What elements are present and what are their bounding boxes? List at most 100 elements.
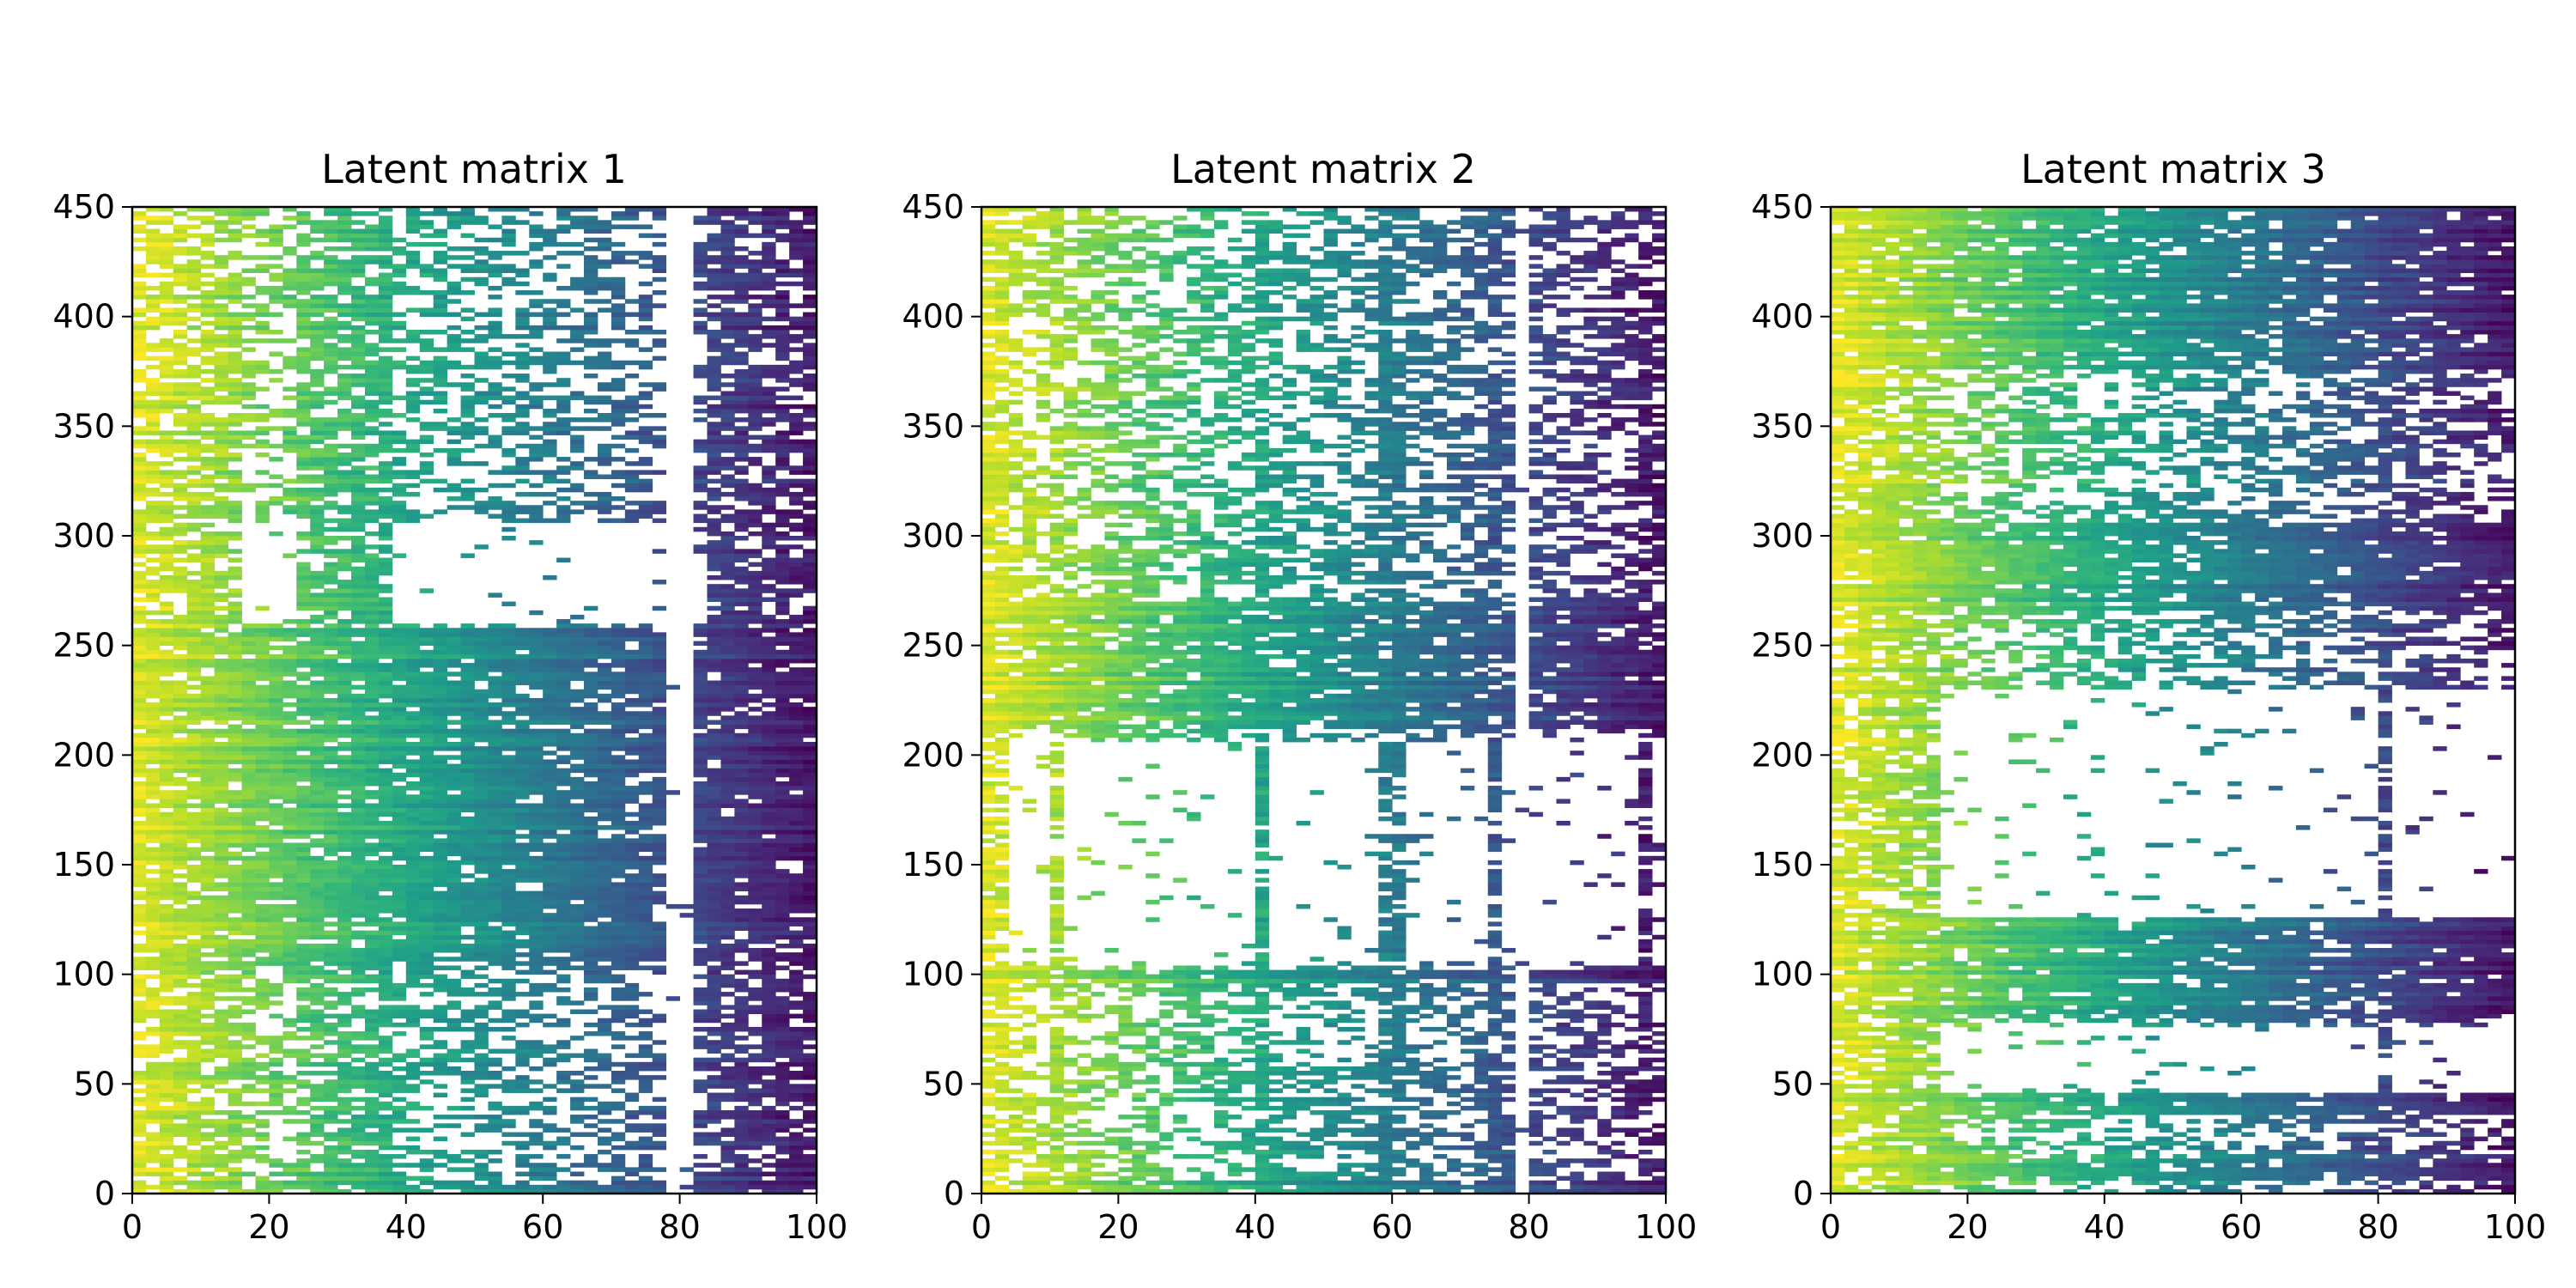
heatmap-cell xyxy=(775,1145,789,1151)
heatmap-cell xyxy=(351,1106,365,1111)
heatmap-cell xyxy=(515,1014,529,1019)
heatmap-cell xyxy=(173,865,187,870)
heatmap-cell xyxy=(406,825,420,830)
heatmap-cell xyxy=(283,825,296,830)
heatmap-cell xyxy=(789,961,803,966)
heatmap-cell xyxy=(720,948,734,953)
heatmap-cell xyxy=(734,856,748,861)
heatmap-cell xyxy=(310,917,324,922)
heatmap-cell xyxy=(296,917,310,922)
heatmap-cell xyxy=(625,882,639,887)
heatmap-cell xyxy=(173,777,187,782)
heatmap-cell xyxy=(146,1110,160,1115)
heatmap-cell xyxy=(625,921,639,927)
heatmap-cell xyxy=(707,799,720,804)
heatmap-cell xyxy=(296,904,310,909)
heatmap-cell xyxy=(556,817,570,822)
heatmap-cell xyxy=(201,794,215,799)
heatmap-cell xyxy=(543,1163,556,1168)
heatmap-cell xyxy=(789,939,803,945)
heatmap-cell xyxy=(611,755,625,760)
heatmap-cell xyxy=(707,1181,720,1186)
heatmap-cell xyxy=(242,834,256,839)
heatmap-cell xyxy=(639,769,653,774)
heatmap-cell xyxy=(570,746,584,751)
heatmap-cell xyxy=(173,1023,187,1028)
heatmap-cell xyxy=(310,759,324,764)
heatmap-cell xyxy=(707,1027,720,1032)
heatmap-cell xyxy=(461,773,475,778)
heatmap-cell xyxy=(242,961,256,966)
heatmap-cell xyxy=(255,1154,269,1159)
heatmap-cell xyxy=(296,769,310,774)
heatmap-cell xyxy=(351,896,365,901)
heatmap-cell xyxy=(748,1133,762,1138)
heatmap-cell xyxy=(556,957,570,962)
heatmap-cell xyxy=(146,729,160,734)
heatmap-cell xyxy=(296,908,310,914)
heatmap-cell xyxy=(639,865,653,870)
heatmap-cell xyxy=(187,825,201,830)
heatmap-cell xyxy=(447,882,461,887)
heatmap-cell xyxy=(461,821,475,826)
heatmap-cell xyxy=(283,904,296,909)
heatmap-cell xyxy=(789,852,803,857)
heatmap-cell xyxy=(420,764,434,769)
heatmap-cell xyxy=(775,1158,789,1163)
heatmap-cell xyxy=(242,891,256,896)
heatmap-cell xyxy=(242,773,256,778)
heatmap-cell xyxy=(146,987,160,993)
heatmap-cell xyxy=(132,865,146,870)
heatmap-cell xyxy=(242,904,256,909)
heatmap-cell xyxy=(515,896,529,901)
heatmap-cell xyxy=(515,1010,529,1015)
heatmap-cell xyxy=(707,900,720,905)
heatmap-cell xyxy=(570,812,584,817)
heatmap-cell xyxy=(324,921,337,927)
heatmap-cell xyxy=(406,1127,420,1133)
heatmap-cell xyxy=(365,1048,379,1054)
heatmap-cell xyxy=(515,1145,529,1151)
heatmap-cell xyxy=(392,957,406,962)
heatmap-cell xyxy=(379,1023,392,1028)
heatmap-cell xyxy=(310,1062,324,1067)
heatmap-cell xyxy=(639,1185,653,1190)
heatmap-cell xyxy=(434,983,447,988)
heatmap-cell xyxy=(653,896,666,901)
heatmap-cell xyxy=(611,848,625,853)
heatmap-cell xyxy=(611,948,625,953)
heatmap-cell xyxy=(639,1018,653,1024)
heatmap-cell xyxy=(501,931,515,936)
heatmap-cell xyxy=(748,769,762,774)
heatmap-cell xyxy=(748,975,762,980)
heatmap-cell xyxy=(160,1097,173,1103)
heatmap-cell xyxy=(461,900,475,905)
heatmap-cell xyxy=(337,1106,351,1111)
heatmap-cell xyxy=(132,1110,146,1115)
heatmap-cell xyxy=(173,746,187,751)
heatmap-cell xyxy=(748,790,762,795)
heatmap-cell xyxy=(461,952,475,957)
heatmap-cell xyxy=(734,1154,748,1159)
heatmap-cell xyxy=(501,746,515,751)
heatmap-cell xyxy=(556,921,570,927)
heatmap-cell xyxy=(570,1163,584,1168)
heatmap-cell xyxy=(379,1185,392,1190)
heatmap-cell xyxy=(584,746,598,751)
heatmap-cell xyxy=(132,794,146,799)
heatmap-cell xyxy=(283,750,296,756)
heatmap-cell xyxy=(625,729,639,734)
heatmap-cell xyxy=(762,750,775,756)
heatmap-cell xyxy=(694,865,708,870)
heatmap-cell xyxy=(707,1062,720,1067)
heatmap-cell xyxy=(461,1027,475,1032)
heatmap-cell xyxy=(132,848,146,853)
heatmap-cell xyxy=(720,821,734,826)
heatmap-cell xyxy=(475,957,489,962)
heatmap-cell xyxy=(406,865,420,870)
heatmap-cell xyxy=(187,869,201,874)
heatmap-cell xyxy=(789,1119,803,1124)
heatmap-cell xyxy=(707,1044,720,1049)
heatmap-cell xyxy=(283,1088,296,1093)
heatmap-cell xyxy=(379,738,392,743)
